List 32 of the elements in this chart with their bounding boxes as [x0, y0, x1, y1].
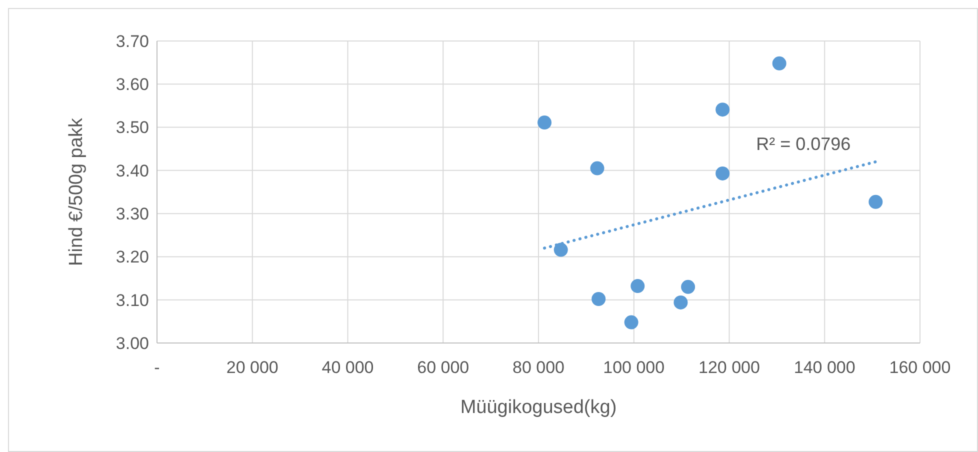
- point: [538, 116, 552, 130]
- y-tick-label: 3.70: [116, 32, 149, 51]
- annotation: R² = 0.0796: [756, 134, 851, 154]
- point: [630, 279, 645, 294]
- point: [624, 315, 638, 330]
- y-tick-label: 3.20: [116, 248, 149, 267]
- point: [716, 166, 730, 180]
- x-tick-label: 140 000: [794, 358, 856, 377]
- x-tick-label: -: [154, 358, 160, 377]
- y-tick-label: 3.30: [116, 204, 149, 224]
- point: [716, 102, 730, 117]
- y-tick-label: 3.50: [116, 118, 149, 138]
- x-tick-label: 100 000: [603, 358, 665, 377]
- y-tick-label: 3.60: [116, 75, 149, 94]
- y-axis-title: Hind €/500g pakk: [66, 118, 87, 266]
- x-tick-label: 80 000: [512, 358, 564, 377]
- x-tick-label: 120 000: [698, 358, 760, 377]
- point: [868, 194, 883, 209]
- x-tick-label: 20 000: [226, 358, 278, 377]
- point: [592, 292, 606, 306]
- point: [681, 280, 696, 294]
- point: [554, 242, 568, 257]
- x-tick-label: 60 000: [417, 358, 470, 377]
- y-tick-label: 3.00: [116, 334, 149, 353]
- point: [772, 56, 786, 70]
- x-tick-label: 40 000: [322, 358, 374, 377]
- point: [674, 295, 688, 310]
- y-tick-label: 3.40: [116, 161, 149, 180]
- x-axis-title: Müügikogused(kg): [460, 397, 617, 418]
- x-tick-label: 160 000: [889, 358, 951, 377]
- point: [590, 161, 604, 176]
- y-tick-label: 3.10: [116, 290, 149, 310]
